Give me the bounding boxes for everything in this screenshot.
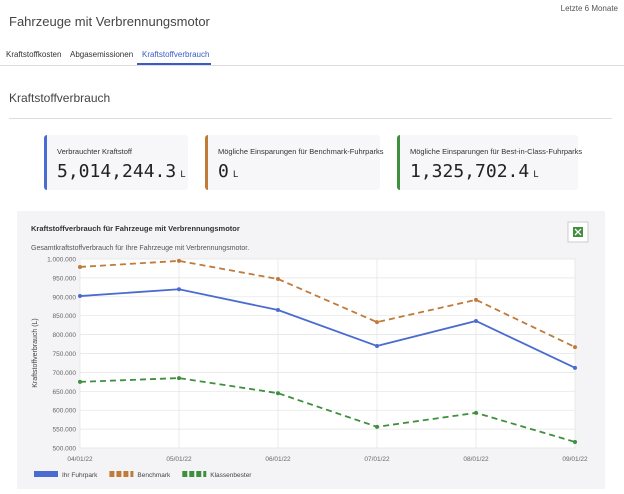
section-title: Kraftstoffverbrauch xyxy=(9,91,111,105)
data-point xyxy=(375,424,379,429)
kpi-card: Mögliche Einsparungen für Benchmark-Fuhr… xyxy=(205,135,384,190)
y-tick-label: 550.000 xyxy=(53,427,77,434)
tab[interactable]: Kraftstoffkosten xyxy=(6,50,62,59)
x-tick-label: 05/01/22 xyxy=(166,456,192,463)
kpi-number: 5,014,244.3 xyxy=(57,161,177,182)
y-tick-label: 600.000 xyxy=(53,408,77,415)
kpi-number: 1,325,702.4 xyxy=(410,161,530,182)
data-point xyxy=(78,264,82,269)
legend-label: Klassenbester xyxy=(210,472,252,479)
kpi-value: 5,014,244.3 L xyxy=(57,161,186,182)
data-point xyxy=(375,320,379,325)
chart: Kraftstoffverbrauch für Fahrzeuge mit Ve… xyxy=(31,221,589,479)
y-tick-label: 700.000 xyxy=(53,370,77,377)
data-point xyxy=(78,379,82,384)
series-line xyxy=(79,259,576,348)
kpi-unit: L xyxy=(180,170,186,180)
data-point xyxy=(573,345,577,350)
data-point xyxy=(474,318,478,323)
kpi-label: Mögliche Einsparungen für Best-in-Class-… xyxy=(410,147,583,156)
kpi-number: 0 xyxy=(218,161,229,182)
legend-label: Ihr Fuhrpark xyxy=(62,472,98,479)
kpi-card: Mögliche Einsparungen für Best-in-Class-… xyxy=(397,135,582,190)
page-title: Fahrzeuge mit Verbrennungsmotor xyxy=(9,14,210,29)
data-point xyxy=(474,297,478,302)
y-tick-label: 500.000 xyxy=(53,446,77,453)
kpi-unit: L xyxy=(232,170,239,180)
y-tick-label: 750.000 xyxy=(53,351,77,358)
tab[interactable]: Abgasemissionen xyxy=(70,50,134,59)
kpi-label: Verbrauchter Kraftstoff xyxy=(57,147,132,156)
kpi-unit: L xyxy=(533,170,539,180)
y-tick-label: 1.000.000 xyxy=(47,257,76,264)
data-point xyxy=(78,294,82,299)
export-button[interactable] xyxy=(567,221,589,243)
series-line xyxy=(79,377,576,443)
x-tick-label: 09/01/22 xyxy=(562,456,588,463)
data-point xyxy=(573,365,577,370)
data-point xyxy=(474,410,478,415)
tab-underline xyxy=(137,63,211,65)
x-tick-label: 07/01/22 xyxy=(364,456,390,463)
y-tick-label: 800.000 xyxy=(53,332,77,339)
data-point xyxy=(177,287,181,292)
series-line xyxy=(79,288,576,369)
tab-active[interactable]: Kraftstoffverbrauch xyxy=(142,50,210,59)
chart-title: Kraftstoffverbrauch für Fahrzeuge mit Ve… xyxy=(31,224,240,233)
data-point xyxy=(177,376,181,381)
divider xyxy=(9,118,612,119)
chart-panel: Kraftstoffverbrauch für Fahrzeuge mit Ve… xyxy=(17,211,605,489)
y-axis-label: Kraftstoffverbrauch (L) xyxy=(32,318,39,388)
kpi-value: 1,325,702.4 L xyxy=(410,161,539,182)
divider xyxy=(0,65,624,66)
y-tick-label: 900.000 xyxy=(53,294,77,301)
data-point xyxy=(573,439,577,444)
period[interactable]: Letzte 6 Monate xyxy=(560,4,618,13)
kpi-card: Verbrauchter Kraftstoff 5,014,244.3 L xyxy=(44,135,188,190)
y-tick-label: 950.000 xyxy=(53,275,77,282)
data-point xyxy=(177,258,181,263)
y-tick-label: 650.000 xyxy=(53,389,77,396)
x-tick-label: 06/01/22 xyxy=(265,456,291,463)
kpi-label: Mögliche Einsparungen für Benchmark-Fuhr… xyxy=(218,147,384,156)
x-tick-label: 04/01/22 xyxy=(67,456,93,463)
data-point xyxy=(375,343,379,348)
chart-subtitle: Gesamtkraftstoffverbrauch für Ihre Fahrz… xyxy=(31,245,249,252)
x-tick-label: 08/01/22 xyxy=(463,456,489,463)
data-point xyxy=(276,308,280,313)
legend-label: Benchmark xyxy=(137,472,171,479)
data-point xyxy=(276,391,280,396)
y-tick-label: 850.000 xyxy=(53,313,77,320)
data-point xyxy=(276,277,280,282)
